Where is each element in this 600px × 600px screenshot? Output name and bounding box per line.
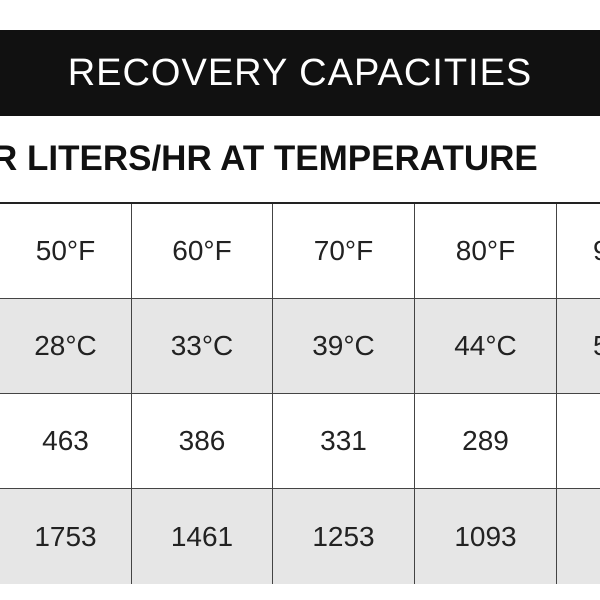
table-cell: 386: [131, 394, 272, 488]
table-cell: 1253: [272, 489, 414, 584]
table-cell: 39°C: [272, 299, 414, 393]
table-cell: 33°C: [131, 299, 272, 393]
table-cell: 50°F: [35, 235, 96, 266]
table-cell: 289: [414, 394, 556, 488]
table-cell: 1753: [34, 520, 97, 552]
title-banner: RECOVERY CAPACITIES: [0, 30, 600, 116]
table-cell: [556, 489, 600, 584]
table-cell: [556, 394, 600, 488]
table-cell: 1461: [131, 489, 272, 584]
table-cell: 60°F: [131, 204, 272, 298]
table-cell: 331: [272, 394, 414, 488]
table-cell: 463: [42, 425, 89, 456]
table-cell: 5: [556, 299, 600, 393]
table-cell: 70°F: [272, 204, 414, 298]
recovery-capacity-table: 50°F 60°F 70°F 80°F 9 28°C 33°C 39°C 44°…: [0, 202, 600, 584]
table-cell: 28°C: [34, 330, 97, 361]
table-cell: 80°F: [414, 204, 556, 298]
table-row: 50°F 60°F 70°F 80°F 9: [0, 204, 600, 299]
table-row: 28°C 33°C 39°C 44°C 5: [0, 299, 600, 394]
table-row: 1753 1461 1253 1093: [0, 489, 600, 584]
subtitle-heading: R LITERS/HR AT TEMPERATURE: [0, 139, 538, 178]
table-cell: 9: [556, 204, 600, 298]
table-row: 463 386 331 289: [0, 394, 600, 489]
table-cell: 1093: [414, 489, 556, 584]
table-cell: 44°C: [414, 299, 556, 393]
